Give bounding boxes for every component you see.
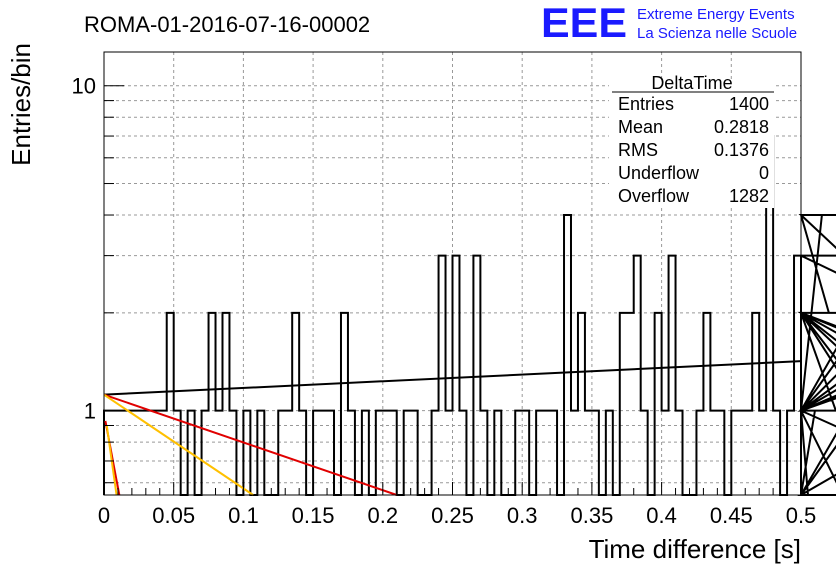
stats-label-mean: Mean: [618, 117, 663, 137]
x-tick-label: 0.2: [368, 503, 399, 528]
x-tick-label: 0.15: [292, 503, 335, 528]
y-tick-label: 1: [84, 399, 96, 424]
x-tick-label: 0.5: [786, 503, 817, 528]
stats-value-rms: 0.1376: [714, 140, 769, 160]
stats-value-overflow: 1282: [729, 186, 769, 206]
y-axis-label: Entries/bin: [6, 43, 36, 166]
x-axis-label: Time difference [s]: [589, 534, 801, 564]
y-tick-label: 10: [72, 74, 96, 99]
stats-label-entries: Entries: [618, 94, 674, 114]
x-tick-label: 0.1: [228, 503, 259, 528]
stats-box: DeltaTime Entries 1400 Mean 0.2818 RMS 0.1376…: [609, 73, 774, 208]
run-id-title: ROMA-01-2016-07-16-00002: [84, 12, 370, 37]
fit-line-yellow: [103, 393, 254, 496]
histogram-bars: [103, 135, 836, 496]
project-name-line2: La Scienza nelle Scuole: [637, 25, 797, 42]
stats-label-underflow: Underflow: [618, 163, 700, 183]
x-tick-label: 0.35: [570, 503, 613, 528]
x-tick-label: 0.05: [152, 503, 195, 528]
project-name-line1: Extreme Energy Events: [637, 6, 795, 23]
x-tick-label: 0.4: [646, 503, 677, 528]
fit-line-red: [103, 393, 398, 496]
stats-label-overflow: Overflow: [618, 186, 690, 206]
x-tick-label: 0.3: [507, 503, 538, 528]
x-tick-label: 0: [98, 503, 110, 528]
axis-ticks: [103, 85, 802, 495]
histogram-outline: [103, 135, 836, 496]
stats-label-rms: RMS: [618, 140, 658, 160]
fit-lines: [103, 360, 802, 496]
stats-box-title: DeltaTime: [651, 73, 732, 93]
grid-lines: [104, 52, 801, 495]
x-tick-label: 0.45: [710, 503, 753, 528]
stats-value-mean: 0.2818: [714, 117, 769, 137]
eee-logo: EEE: [541, 0, 627, 46]
stats-value-underflow: 0: [759, 163, 769, 183]
fit-line-yellow-steep: [105, 425, 118, 496]
stats-box-background: [609, 82, 774, 208]
x-tick-label: 0.25: [431, 503, 474, 528]
tick-labels: 0 0.05 0.1 0.15 0.2 0.25 0.3 0.35 0.4 0.45 0.5 1 10: [72, 74, 817, 528]
fit-line-black: [103, 360, 802, 396]
stats-value-entries: 1400: [729, 94, 769, 114]
